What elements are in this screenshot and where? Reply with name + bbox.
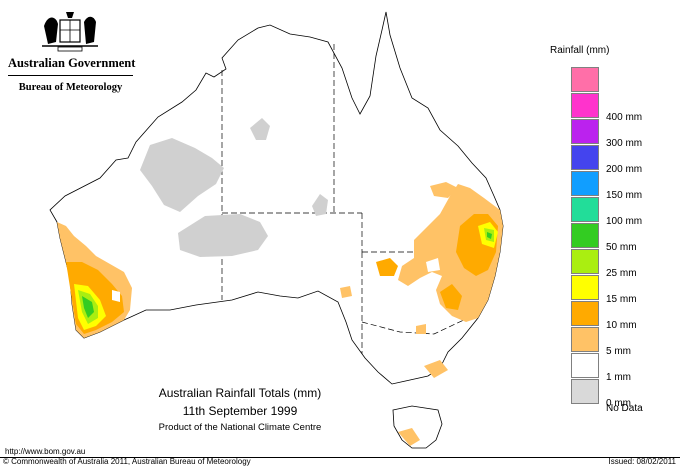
legend-swatch [571, 301, 599, 326]
legend-label: 100 mm [606, 216, 643, 227]
legend-label: 0 mm [606, 398, 631, 409]
legend-label: 25 mm [606, 268, 637, 279]
footer-url[interactable]: http://www.bom.gov.au [5, 447, 86, 456]
legend-swatch [571, 353, 599, 378]
bureau-name: Bureau of Meteorology [18, 82, 123, 93]
footer-issued: Issued: 08/02/2011 [608, 457, 676, 466]
legend-title: Rainfall (mm) [550, 45, 610, 56]
legend-swatch [571, 171, 599, 196]
legend-label: 200 mm [606, 164, 643, 175]
legend-label: 150 mm [606, 190, 643, 201]
legend-swatch [571, 275, 599, 300]
map-title: Australian Rainfall Totals (mm) [158, 386, 322, 400]
legend-swatch [571, 223, 599, 248]
agency-logo: Australian Government Bureau of Meteorol… [8, 10, 136, 93]
government-name: Australian Government [8, 56, 136, 70]
legend-label: 10 mm [606, 320, 637, 331]
legend-swatch [571, 145, 599, 170]
footer-divider [0, 457, 680, 458]
legend-label: 50 mm [606, 242, 637, 253]
legend-swatch [571, 93, 599, 118]
legend-swatch [571, 67, 599, 92]
logo-divider [8, 75, 133, 76]
tasmania-outline [392, 405, 443, 449]
legend-label: 5 mm [606, 346, 631, 357]
legend-swatch [571, 119, 599, 144]
legend-swatch [571, 379, 599, 404]
coat-of-arms-icon [42, 12, 98, 52]
footer-copyright: © Commonwealth of Australia 2011, Austra… [3, 457, 251, 466]
legend-label: 1 mm [606, 372, 631, 383]
legend-label: No Data [606, 403, 643, 414]
legend-swatch [571, 327, 599, 352]
no-data-areas [140, 118, 328, 257]
legend-label: 400 mm [606, 112, 643, 123]
map-date: 11th September 1999 [182, 404, 298, 418]
legend-swatch [571, 249, 599, 274]
wa-rainfall [57, 222, 132, 338]
state-borders [221, 44, 500, 354]
mainland-outline [49, 11, 504, 385]
east-rainfall [340, 182, 503, 446]
legend-label: 15 mm [606, 294, 637, 305]
legend-swatch [571, 197, 599, 222]
legend-label: 300 mm [606, 138, 643, 149]
map-product: Product of the National Climate Centre [158, 422, 322, 433]
